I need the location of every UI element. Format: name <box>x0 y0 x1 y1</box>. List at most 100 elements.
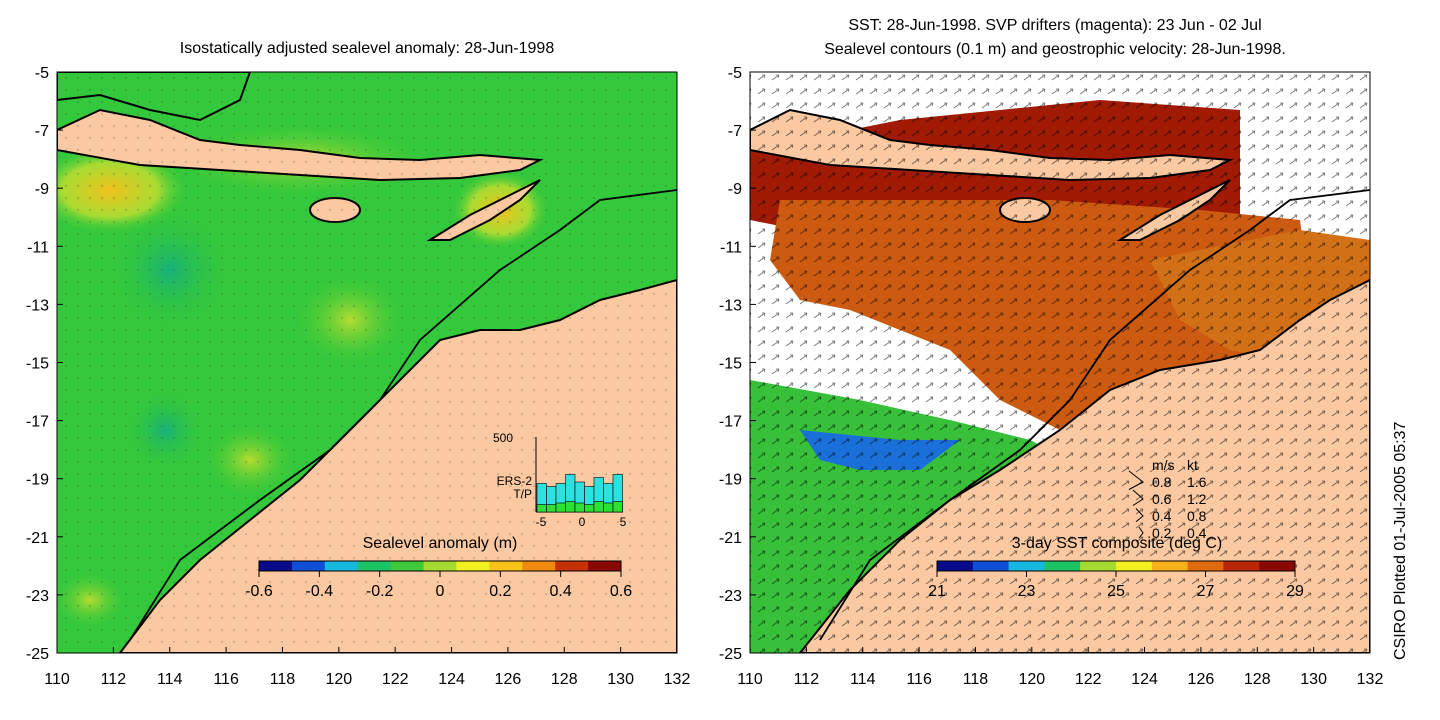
right-sst-map <box>750 72 1370 653</box>
colorbar-cell <box>1116 561 1153 571</box>
right-ytick-label: -21 <box>719 530 742 547</box>
histogram-xtick-label: -5 <box>536 515 547 529</box>
histogram-bar-tp <box>603 502 614 513</box>
right-xtick-label: 126 <box>1188 671 1215 688</box>
velocity-arrow-icon <box>1135 508 1144 523</box>
histogram-bar-tp <box>565 501 576 513</box>
right-map-title-line2: Sealevel contours (0.1 m) and geostrophi… <box>824 41 1286 58</box>
colorbar-cell <box>1044 561 1081 571</box>
velocity-legend-kt: 1.6 <box>1187 474 1207 490</box>
right-colorbar-label: 3-day SST composite (deg C) <box>1012 535 1222 552</box>
left-xtick-label: 110 <box>44 671 70 688</box>
left-xtick-label: 132 <box>664 671 691 688</box>
colorbar-cell <box>489 561 523 571</box>
colorbar-cell <box>1259 561 1296 571</box>
right-xtick-label: 130 <box>1300 671 1327 688</box>
velocity-legend-ms: 0.8 <box>1152 474 1172 490</box>
right-xtick-label: 112 <box>794 671 820 688</box>
right-xtick-label: 132 <box>1357 671 1384 688</box>
left-map-axes: -5 -7 -9 -11 -13 -15 -17 -19 -21 -23 -25 110 112 114 1… <box>26 65 691 688</box>
colorbar-cell <box>456 561 490 571</box>
colorbar-cell <box>1223 561 1260 571</box>
velocity-legend-ms: 0.4 <box>1152 508 1172 524</box>
right-xtick-label: 118 <box>963 671 989 688</box>
colorbar-tick-label: 0.4 <box>550 583 572 600</box>
left-xtick-label: 130 <box>607 671 634 688</box>
histogram-bar-tp <box>546 504 557 513</box>
left-ytick-label: -23 <box>26 588 49 605</box>
left-ytick-label: -11 <box>27 239 49 256</box>
left-ytick-label: -21 <box>26 530 49 547</box>
velocity-legend-ms: 0.2 <box>1152 525 1172 541</box>
left-colorbar: Sealevel anomaly (m) -0.6 -0.4 -0.2 0 0.2 0.4… <box>245 535 632 600</box>
colorbar-tick-label: 23 <box>1018 583 1036 600</box>
velocity-legend-kt: 0.4 <box>1187 525 1207 541</box>
left-ytick-label: -17 <box>26 414 49 431</box>
left-xtick-label: 122 <box>382 671 409 688</box>
right-xtick-label: 120 <box>1018 671 1045 688</box>
colorbar-cell <box>1151 561 1189 571</box>
right-ytick-label: -11 <box>720 239 742 256</box>
colorbar-cell <box>423 561 457 571</box>
right-ytick-label: -23 <box>719 588 742 605</box>
left-xtick-label: 112 <box>101 671 127 688</box>
colorbar-cell <box>1008 561 1045 571</box>
histogram-xtick-label: 0 <box>579 515 586 529</box>
left-ytick-label: -19 <box>26 472 49 489</box>
left-xtick-label: 114 <box>157 671 183 688</box>
left-ytick-label: -25 <box>26 646 49 663</box>
left-xtick-label: 116 <box>213 671 239 688</box>
inset-ymax-label: 500 <box>493 431 513 445</box>
velocity-arrow-icon <box>1132 489 1144 506</box>
velocity-legend-unit-kt: kt <box>1187 457 1198 473</box>
colorbar-tick-label: 0.6 <box>610 583 632 600</box>
histogram-bar-tp <box>593 501 604 513</box>
right-ytick-label: -15 <box>719 356 742 373</box>
right-ytick-label: -17 <box>719 414 742 431</box>
right-ytick-label: -25 <box>719 646 742 663</box>
left-xtick-label: 118 <box>270 671 296 688</box>
colorbar-cell <box>324 561 359 571</box>
colorbar-cell <box>357 561 392 571</box>
colorbar-cell <box>390 561 425 571</box>
left-ytick-label: -15 <box>26 356 49 373</box>
right-xtick-label: 128 <box>1244 671 1271 688</box>
velocity-legend-ms: 0.6 <box>1152 491 1172 507</box>
inset-histogram: 500 ERS-2 T/P -5 0 5 <box>493 431 627 529</box>
colorbar-cell <box>259 561 293 571</box>
right-ytick-label: -7 <box>728 123 742 140</box>
colorbar-tick-label: 0.2 <box>489 583 511 600</box>
right-map-title-line1: SST: 28-Jun-1998. SVP drifters (magenta)… <box>848 17 1262 34</box>
right-xtick-label: 124 <box>1131 671 1158 688</box>
left-colorbar-label: Sealevel anomaly (m) <box>363 535 518 552</box>
colorbar-cell <box>937 561 974 571</box>
right-ytick-label: -19 <box>719 472 742 489</box>
right-xtick-label: 110 <box>737 671 763 688</box>
left-xtick-label: 124 <box>438 671 465 688</box>
right-ytick-label: -5 <box>728 65 742 82</box>
colorbar-tick-label: -0.2 <box>366 583 394 600</box>
left-xtick-label: 128 <box>551 671 578 688</box>
left-xtick-label: 120 <box>325 671 352 688</box>
right-ytick-label: -9 <box>728 181 742 198</box>
colorbar-tick-label: -0.4 <box>306 583 334 600</box>
velocity-legend-kt: 0.8 <box>1187 508 1207 524</box>
colorbar-cell <box>522 561 556 571</box>
velocity-arrow-icon <box>1138 526 1144 539</box>
left-ytick-label: -7 <box>35 123 49 140</box>
colorbar-cell <box>1080 561 1117 571</box>
right-xtick-label: 122 <box>1075 671 1102 688</box>
colorbar-tick-label: 25 <box>1107 583 1125 600</box>
histogram-bar-tp <box>555 502 566 513</box>
histogram-bar-tp <box>584 504 595 513</box>
velocity-legend-kt: 1.2 <box>1187 491 1207 507</box>
velocity-arrow-icon <box>1128 470 1144 490</box>
colorbar-tick-label: 27 <box>1197 583 1215 600</box>
right-xtick-label: 114 <box>850 671 876 688</box>
histogram-bar-tp <box>612 501 623 513</box>
colorbar-cell <box>291 561 326 571</box>
histogram-bar-tp <box>536 504 547 513</box>
left-sealevel-map <box>57 72 677 653</box>
colorbar-cell <box>555 561 589 571</box>
